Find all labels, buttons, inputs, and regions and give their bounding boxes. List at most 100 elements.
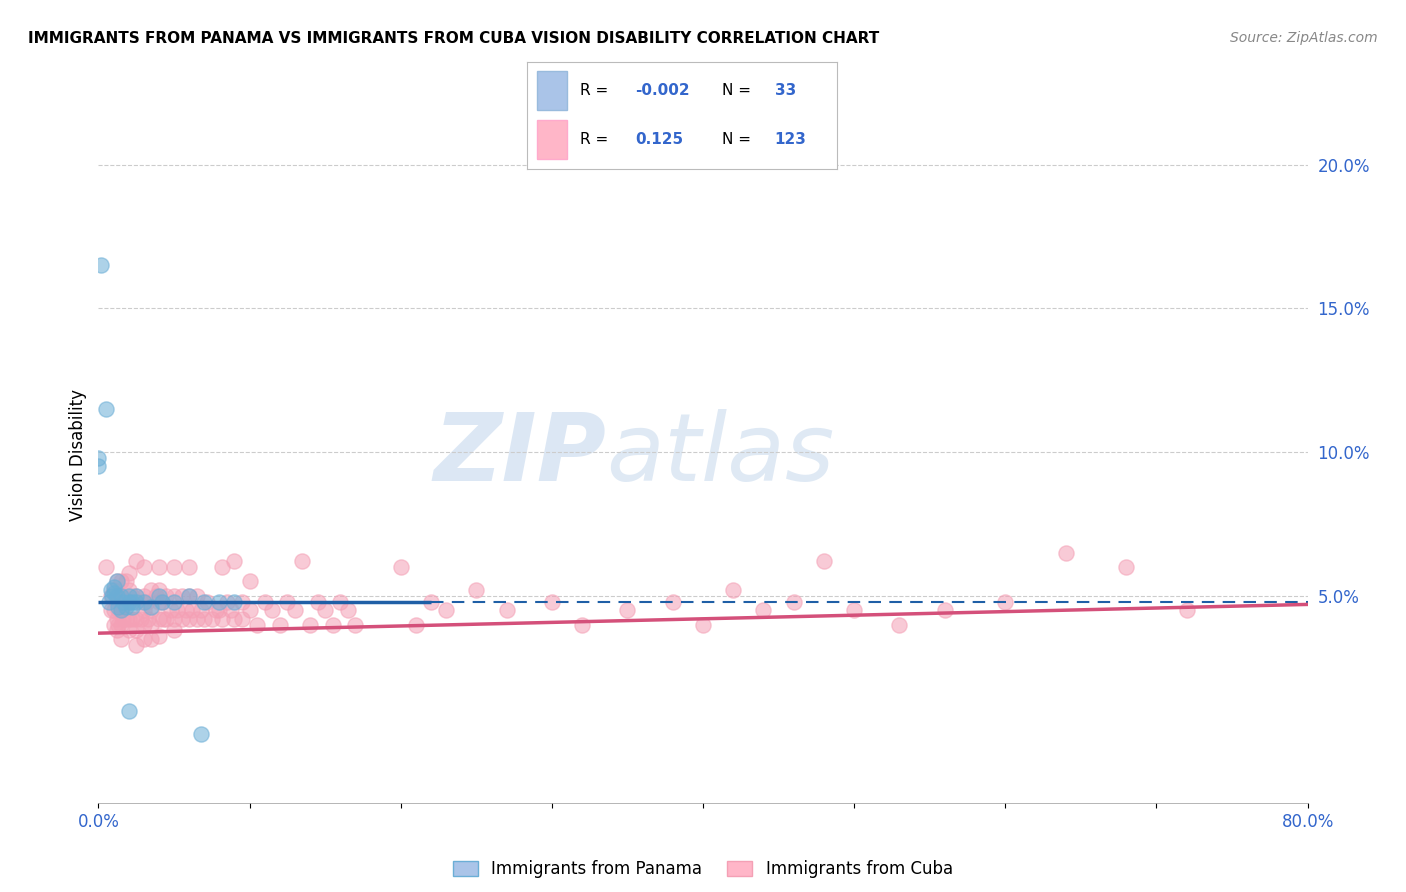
Point [314, 603, 336, 617]
Point [179, 560, 201, 574]
Point [291, 554, 314, 568]
Point [181, 603, 204, 617]
Point [155, 612, 177, 626]
Point [132, 617, 155, 632]
Point [201, 612, 224, 626]
Point [148, 589, 170, 603]
Point [100, 589, 122, 603]
Point [105, 574, 128, 589]
Point [211, 612, 233, 626]
Point [307, 594, 329, 608]
Point [103, 617, 125, 632]
Point [103, 582, 125, 597]
Point [132, 632, 155, 646]
Point [215, 594, 238, 608]
Point [148, 612, 170, 626]
Point [101, 589, 124, 603]
Point [193, 594, 215, 608]
Point [186, 589, 208, 603]
Point [118, 566, 141, 580]
Point [155, 589, 177, 603]
Point [110, 617, 132, 632]
Point [87, 459, 110, 474]
Point [1115, 560, 1137, 574]
Point [723, 582, 745, 597]
Point [125, 589, 148, 603]
Point [231, 594, 253, 608]
Text: ZIP: ZIP [433, 409, 606, 501]
Point [276, 594, 298, 608]
Point [299, 617, 322, 632]
Point [994, 594, 1017, 608]
Point [163, 594, 186, 608]
Point [132, 594, 155, 608]
Point [129, 612, 152, 626]
Point [148, 629, 170, 643]
Point [132, 589, 155, 603]
Point [239, 603, 262, 617]
Bar [537, 120, 568, 159]
Point [389, 560, 412, 574]
Point [121, 594, 143, 608]
Point [141, 582, 163, 597]
Point [889, 617, 911, 632]
Point [844, 603, 866, 617]
Point [118, 612, 141, 626]
Point [150, 594, 173, 608]
Point [141, 632, 163, 646]
Point [98, 594, 121, 608]
Point [495, 603, 517, 617]
Point [114, 594, 136, 608]
Point [110, 574, 132, 589]
Point [110, 589, 132, 603]
Point [125, 554, 148, 568]
Text: 0.125: 0.125 [636, 132, 683, 147]
Point [132, 603, 155, 617]
Point [231, 612, 253, 626]
Point [405, 617, 427, 632]
Point [246, 617, 269, 632]
Point [121, 589, 143, 603]
Text: N =: N = [723, 83, 751, 98]
Point [190, 727, 212, 741]
Point [121, 600, 143, 615]
Point [783, 594, 806, 608]
Point [110, 603, 132, 617]
Point [224, 554, 246, 568]
Point [193, 612, 215, 626]
Point [105, 624, 128, 638]
Text: 123: 123 [775, 132, 807, 147]
Point [170, 589, 193, 603]
Point [1175, 603, 1198, 617]
Point [135, 594, 157, 608]
Point [322, 617, 344, 632]
Point [118, 624, 141, 638]
Point [692, 617, 714, 632]
Point [284, 603, 307, 617]
Y-axis label: Vision Disability: Vision Disability [69, 389, 87, 521]
Point [118, 589, 141, 603]
Point [132, 560, 155, 574]
Point [420, 594, 443, 608]
Point [269, 617, 291, 632]
Text: R =: R = [579, 83, 607, 98]
Text: N =: N = [723, 132, 751, 147]
Point [148, 582, 170, 597]
Point [211, 560, 233, 574]
Point [103, 586, 125, 600]
Text: atlas: atlas [606, 409, 835, 500]
Point [174, 603, 197, 617]
Point [262, 603, 284, 617]
Point [125, 594, 148, 608]
Point [145, 589, 167, 603]
Point [107, 589, 129, 603]
Point [1054, 546, 1077, 560]
Point [148, 560, 170, 574]
Point [105, 589, 128, 603]
Point [152, 612, 174, 626]
Point [179, 612, 201, 626]
Point [111, 594, 134, 608]
Point [141, 603, 163, 617]
Point [186, 612, 208, 626]
Point [114, 612, 136, 626]
